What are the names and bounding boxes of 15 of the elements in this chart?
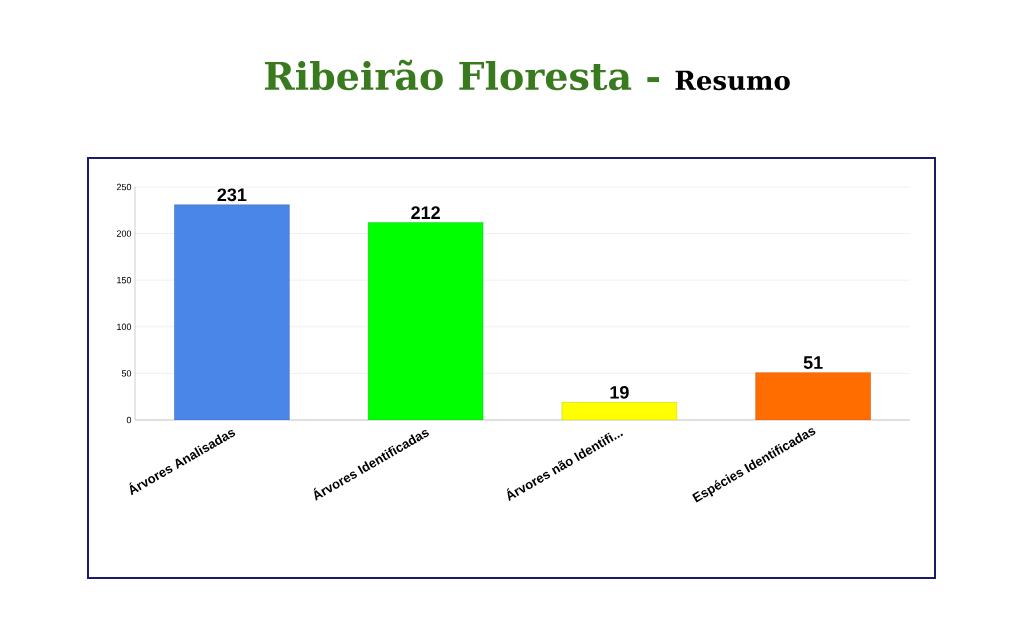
y-tick-label: 50: [121, 370, 132, 377]
chart-subtitle: Resumo: [675, 70, 790, 91]
bar: [367, 222, 484, 420]
data-label: 51: [803, 356, 823, 369]
bar: [174, 204, 290, 420]
chart-title: Ribeirão Floresta -: [264, 59, 660, 91]
y-tick-label: 200: [116, 230, 132, 237]
y-tick-label: 0: [126, 416, 132, 424]
data-label: 231: [217, 188, 247, 202]
y-tick-label: 250: [116, 183, 132, 191]
bar: [561, 402, 678, 420]
y-tick-label: 150: [117, 277, 132, 284]
data-label: 212: [411, 206, 440, 219]
y-tick-label: 100: [117, 323, 132, 330]
data-label: 19: [610, 386, 629, 399]
